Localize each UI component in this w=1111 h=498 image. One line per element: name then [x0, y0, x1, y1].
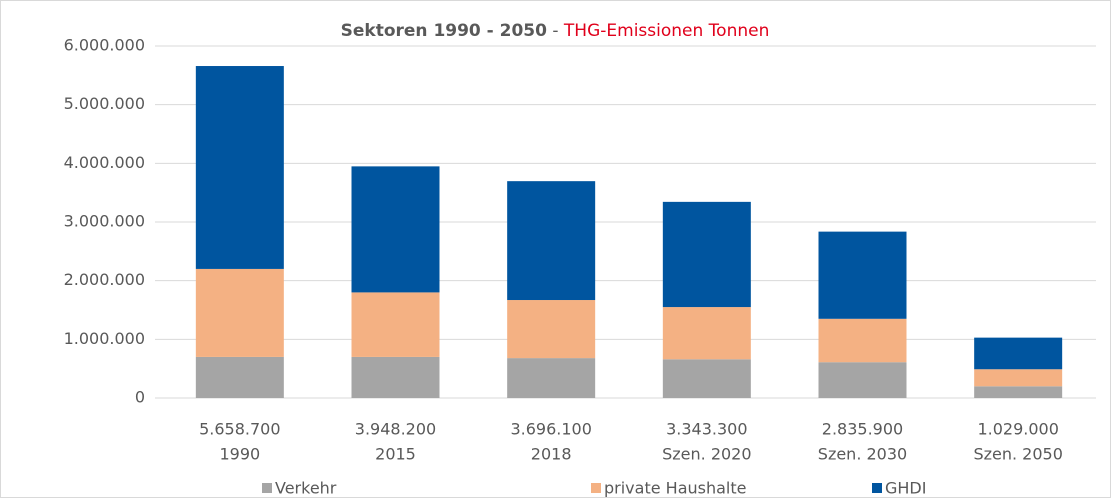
y-tick-label: 0 — [135, 388, 145, 407]
x-tick-label: 2.835.900 — [822, 420, 903, 439]
bar-segment — [195, 268, 284, 357]
x-tick-label: 2015 — [375, 445, 416, 464]
bar-segment — [507, 358, 596, 398]
x-tick-label: 2018 — [531, 445, 572, 464]
x-tick-label: 5.658.700 — [199, 420, 280, 439]
bar-segment — [507, 300, 596, 359]
bar-segment — [662, 201, 751, 308]
y-tick-label: 4.000.000 — [64, 153, 145, 172]
bar-segment — [818, 362, 907, 398]
bar-segment — [195, 66, 284, 269]
chart-title: Sektoren 1990 - 2050 - THG-Emissionen To… — [341, 21, 770, 41]
legend-label: Verkehr — [275, 479, 337, 498]
y-tick-label: 2.000.000 — [64, 270, 145, 289]
y-tick-label: 1.000.000 — [64, 329, 145, 348]
bar-segment — [507, 181, 596, 301]
x-tick-label: Szen. 2020 — [662, 445, 751, 464]
x-tick-label: 3.696.100 — [510, 420, 591, 439]
bar-segment — [974, 386, 1063, 398]
bar-segment — [195, 356, 284, 398]
bar-segment — [351, 356, 440, 398]
bar-segment — [974, 337, 1063, 370]
bar-segment — [662, 307, 751, 360]
legend-label: private Haushalte — [604, 479, 746, 498]
legend-swatch — [872, 483, 882, 493]
x-tick-label: Szen. 2030 — [818, 445, 907, 464]
legend-swatch — [591, 483, 601, 493]
title-part: Sektoren 1990 - 2050 — [341, 21, 548, 41]
x-tick-label: Szen. 2050 — [973, 445, 1062, 464]
x-tick-label: 1990 — [219, 445, 260, 464]
bar-segment — [662, 359, 751, 398]
title-separator: - — [547, 21, 564, 41]
bar-segment — [351, 292, 440, 357]
bar-segment — [974, 369, 1063, 387]
bar-segment — [818, 318, 907, 363]
y-tick-label: 6.000.000 — [64, 36, 145, 55]
x-tick-label: 3.343.300 — [666, 420, 747, 439]
legend-swatch — [262, 483, 272, 493]
bar-segment — [351, 166, 440, 293]
x-tick-label: 3.948.200 — [355, 420, 436, 439]
legend-label: GHDI — [885, 479, 926, 498]
y-tick-label: 5.000.000 — [64, 94, 145, 113]
bar-segment — [818, 231, 907, 319]
x-tick-label: 1.029.000 — [977, 420, 1058, 439]
y-tick-label: 3.000.000 — [64, 212, 145, 231]
title-part: THG-Emissionen Tonnen — [563, 21, 769, 41]
